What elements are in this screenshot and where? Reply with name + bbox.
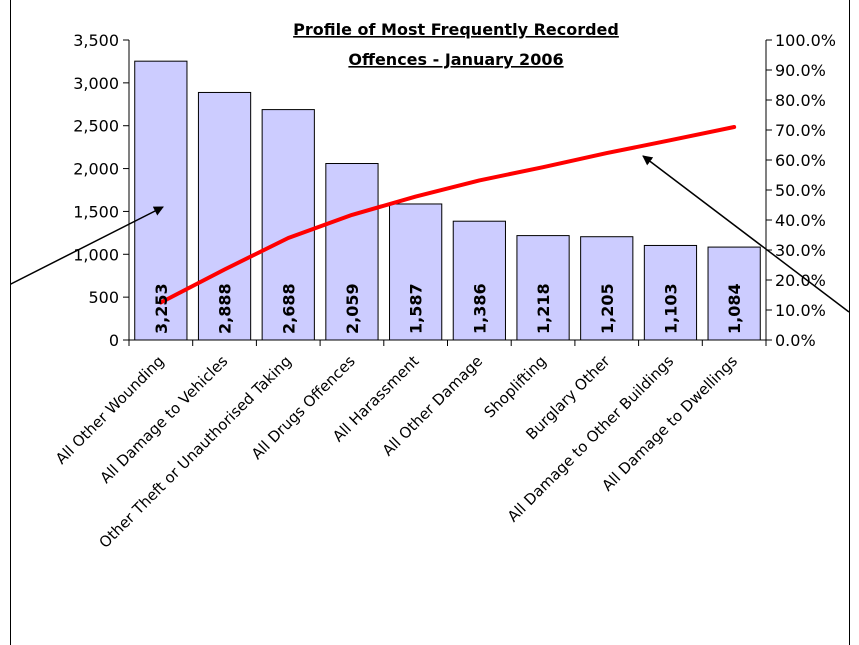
chart-title: Profile of Most Frequently Recorded Offe… [293,20,619,69]
chart-title-line-1: Profile of Most Frequently Recorded [293,20,619,39]
arrow-to-bars [11,206,164,285]
bar-2 [197,91,252,341]
y2-tick-label: 80.0% [775,91,826,110]
chart-frame: Profile of Most Frequently Recorded Offe… [10,0,850,645]
y2-tick-label: 100.0% [775,31,836,50]
bar-4 [325,163,379,341]
annotation-arrows [11,155,850,313]
bar-5 [389,203,443,341]
y2-tick-label: 90.0% [775,61,826,80]
y-tick-label: 1,000 [73,245,119,264]
y-tick-label: 0 [109,331,119,350]
bar-value-label: 3,253 [152,283,171,334]
bar-value-label: 1,386 [470,283,489,334]
x-category-label: Shoplifting [480,352,549,421]
bar-8 [580,236,634,341]
cumulative-line [158,125,737,305]
y-tick-label: 3,000 [73,74,119,93]
chart-title-line-2: Offences - January 2006 [348,50,563,69]
y2-tick-label: 10.0% [775,301,826,320]
arrow-to-line [642,155,850,313]
y-tick-label: 2,000 [73,160,119,179]
x-category-label: All Damage to Dwellings [598,352,741,495]
bar-value-label: 2,688 [279,283,298,334]
bar-3 [261,109,315,341]
y2-tick-label: 30.0% [775,241,826,260]
x-category-label: All Other Wounding [52,352,168,468]
y2-tick-label: 0.0% [775,331,816,350]
y-tick-label: 500 [88,288,119,307]
x-category-label: All Damage to Vehicles [97,352,232,487]
bar-value-label: 1,587 [407,283,426,334]
y2-tick-label: 60.0% [775,151,826,170]
bar-value-label: 1,205 [598,283,617,334]
y2-tick-label: 70.0% [775,121,826,140]
y2-tick-label: 20.0% [775,271,826,290]
bar-value-label: 2,059 [343,283,362,334]
y2-tick-label: 50.0% [775,181,826,200]
y-tick-label: 2,500 [73,117,119,136]
bar-value-label: 1,103 [661,283,680,334]
bars [134,60,761,341]
cumulative-percent-line [158,125,737,305]
pareto-chart: Profile of Most Frequently Recorded Offe… [11,20,850,552]
bar-value-label: 2,888 [216,283,235,334]
bar-6 [452,220,506,341]
y2-tick-label: 40.0% [775,211,826,230]
bar-10 [707,246,761,341]
bar-value-label: 1,084 [725,283,744,334]
bar-value-labels: 3,253 2,888 2,688 2,059 1,587 1,386 1,218 1,205… [152,283,744,334]
y-tick-label: 1,500 [73,202,119,221]
bar-value-label: 1,218 [534,283,553,334]
y-tick-label: 3,500 [73,31,119,50]
